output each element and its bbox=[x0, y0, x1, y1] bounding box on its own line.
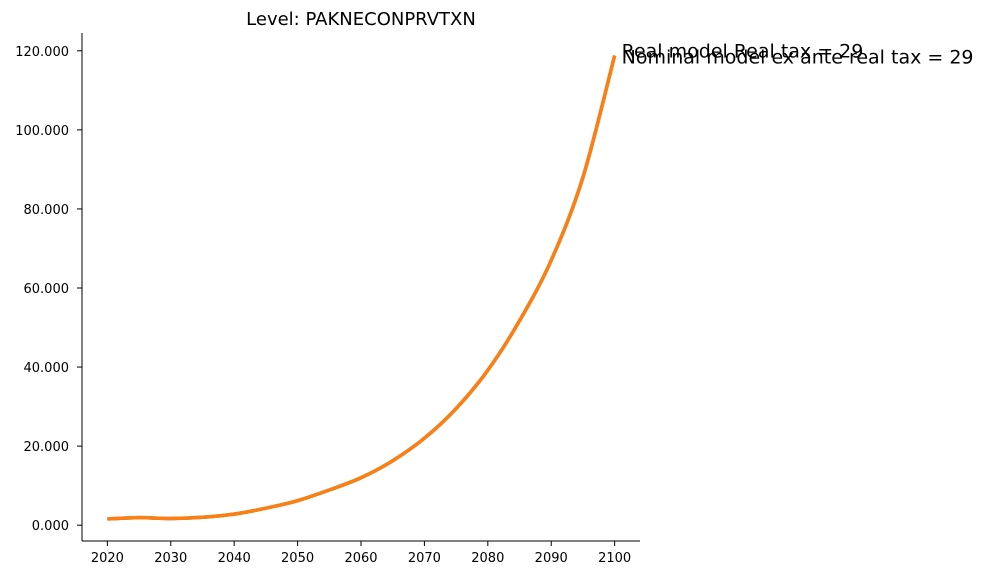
x-tick-label: 2020 bbox=[91, 551, 124, 566]
x-tick-label: 2060 bbox=[344, 551, 377, 566]
x-tick-label: 2040 bbox=[218, 551, 251, 566]
x-axis: 2020 2030 2040 2050 2060 2070 2080 2090 2100 bbox=[82, 540, 640, 566]
x-tick-label: 2100 bbox=[598, 551, 631, 566]
y-tick-label: 100.000 bbox=[15, 124, 69, 139]
y-tick-label: 20.000 bbox=[24, 440, 70, 455]
x-tick-label: 2090 bbox=[535, 551, 568, 566]
x-tick-label: 2070 bbox=[408, 551, 441, 566]
y-tick-label: 40.000 bbox=[24, 361, 70, 376]
series-line-2 bbox=[107, 55, 617, 521]
y-tick-label: 0.000 bbox=[32, 519, 69, 534]
y-tick-label: 80.000 bbox=[24, 203, 70, 218]
x-tick-label: 2030 bbox=[154, 551, 187, 566]
series-lines bbox=[107, 55, 617, 521]
x-tick-label: 2050 bbox=[281, 551, 314, 566]
chart-title: Level: PAKNECONPRVTXN bbox=[246, 9, 476, 30]
series-end-label-1: Real model Real tax = 29 bbox=[622, 41, 864, 63]
series-end-label-2: Nominal model ex ante real tax = 29 bbox=[622, 47, 974, 69]
y-tick-label: 60.000 bbox=[24, 282, 70, 297]
y-axis: 0.000 20.000 40.000 60.000 80.000 100.000 120.… bbox=[15, 33, 83, 541]
x-tick-label: 2080 bbox=[471, 551, 504, 566]
y-tick-label: 120.000 bbox=[15, 45, 69, 60]
